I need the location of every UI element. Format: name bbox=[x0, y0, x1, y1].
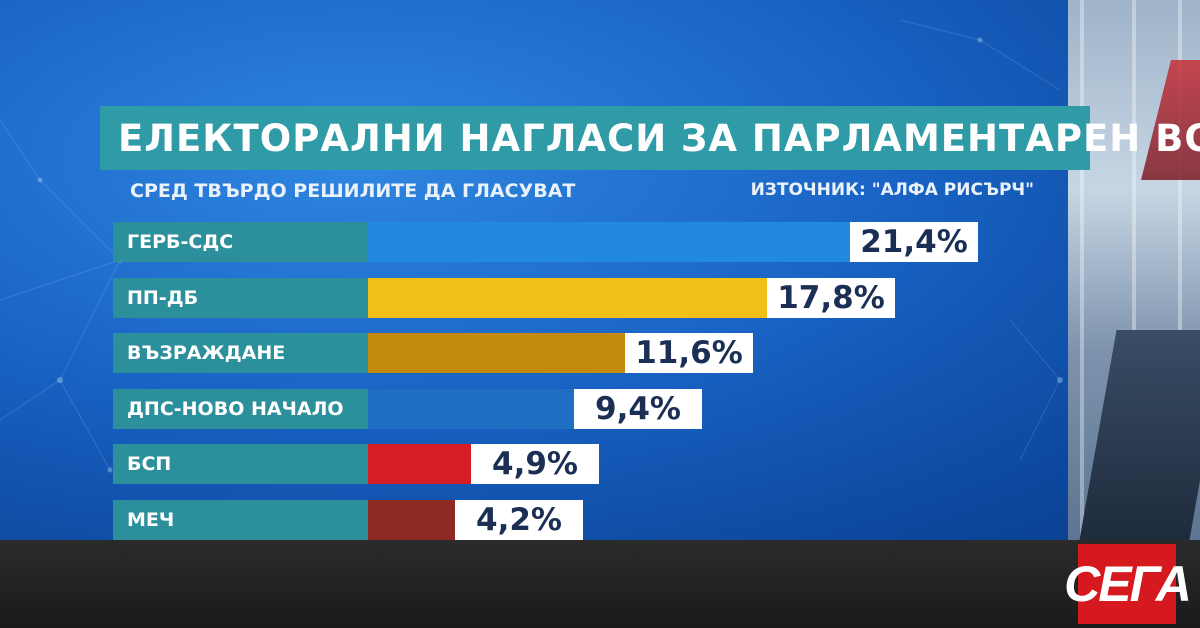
bar bbox=[368, 222, 860, 262]
category-label-box: ВЪЗРАЖДАНЕ bbox=[113, 333, 368, 373]
value-label: 17,8% bbox=[777, 280, 885, 316]
value-label-box: 11,6% bbox=[625, 333, 753, 373]
value-label-box: 4,2% bbox=[455, 500, 583, 540]
value-label-box: 21,4% bbox=[850, 222, 978, 262]
category-label: ПП-ДБ bbox=[127, 287, 199, 309]
category-label: ВЪЗРАЖДАНЕ bbox=[127, 342, 286, 364]
chart-title-banner: ЕЛЕКТОРАЛНИ НАГЛАСИ ЗА ПАРЛАМЕНТАРЕН ВОТ bbox=[100, 106, 1200, 170]
studio-background-panel bbox=[1068, 0, 1200, 540]
bar bbox=[368, 278, 777, 318]
value-label-box: 17,8% bbox=[767, 278, 895, 318]
category-label-box: ДПС-НОВО НАЧАЛО bbox=[113, 389, 368, 429]
category-label-box: БСП bbox=[113, 444, 368, 484]
value-label: 4,2% bbox=[476, 502, 562, 538]
category-label: ГЕРБ-СДС bbox=[127, 231, 234, 253]
value-label-box: 9,4% bbox=[574, 389, 702, 429]
value-label: 21,4% bbox=[860, 224, 968, 260]
category-label: БСП bbox=[127, 453, 172, 475]
category-label-box: ГЕРБ-СДС bbox=[113, 222, 368, 262]
bar bbox=[368, 389, 584, 429]
logo-text: СЕГА bbox=[1064, 556, 1192, 612]
chart-subtitle: СРЕД ТВЪРДО РЕШИЛИТЕ ДА ГЛАСУВАТ bbox=[130, 180, 576, 202]
value-label-box: 4,9% bbox=[471, 444, 599, 484]
chart-title: ЕЛЕКТОРАЛНИ НАГЛАСИ ЗА ПАРЛАМЕНТАРЕН ВОТ bbox=[118, 116, 1200, 160]
bar bbox=[368, 333, 635, 373]
value-label: 11,6% bbox=[635, 335, 743, 371]
bottom-band bbox=[0, 540, 1200, 628]
value-label: 4,9% bbox=[492, 446, 578, 482]
category-label: МЕЧ bbox=[127, 509, 175, 531]
source-label: ИЗТОЧНИК: "АЛФА РИСЪРЧ" bbox=[750, 180, 1034, 200]
bar bbox=[368, 500, 465, 540]
sega-logo: СЕГА bbox=[1064, 544, 1192, 624]
value-label: 9,4% bbox=[595, 391, 681, 427]
category-label-box: ПП-ДБ bbox=[113, 278, 368, 318]
bar bbox=[368, 444, 481, 484]
category-label: ДПС-НОВО НАЧАЛО bbox=[127, 398, 344, 420]
category-label-box: МЕЧ bbox=[113, 500, 368, 540]
